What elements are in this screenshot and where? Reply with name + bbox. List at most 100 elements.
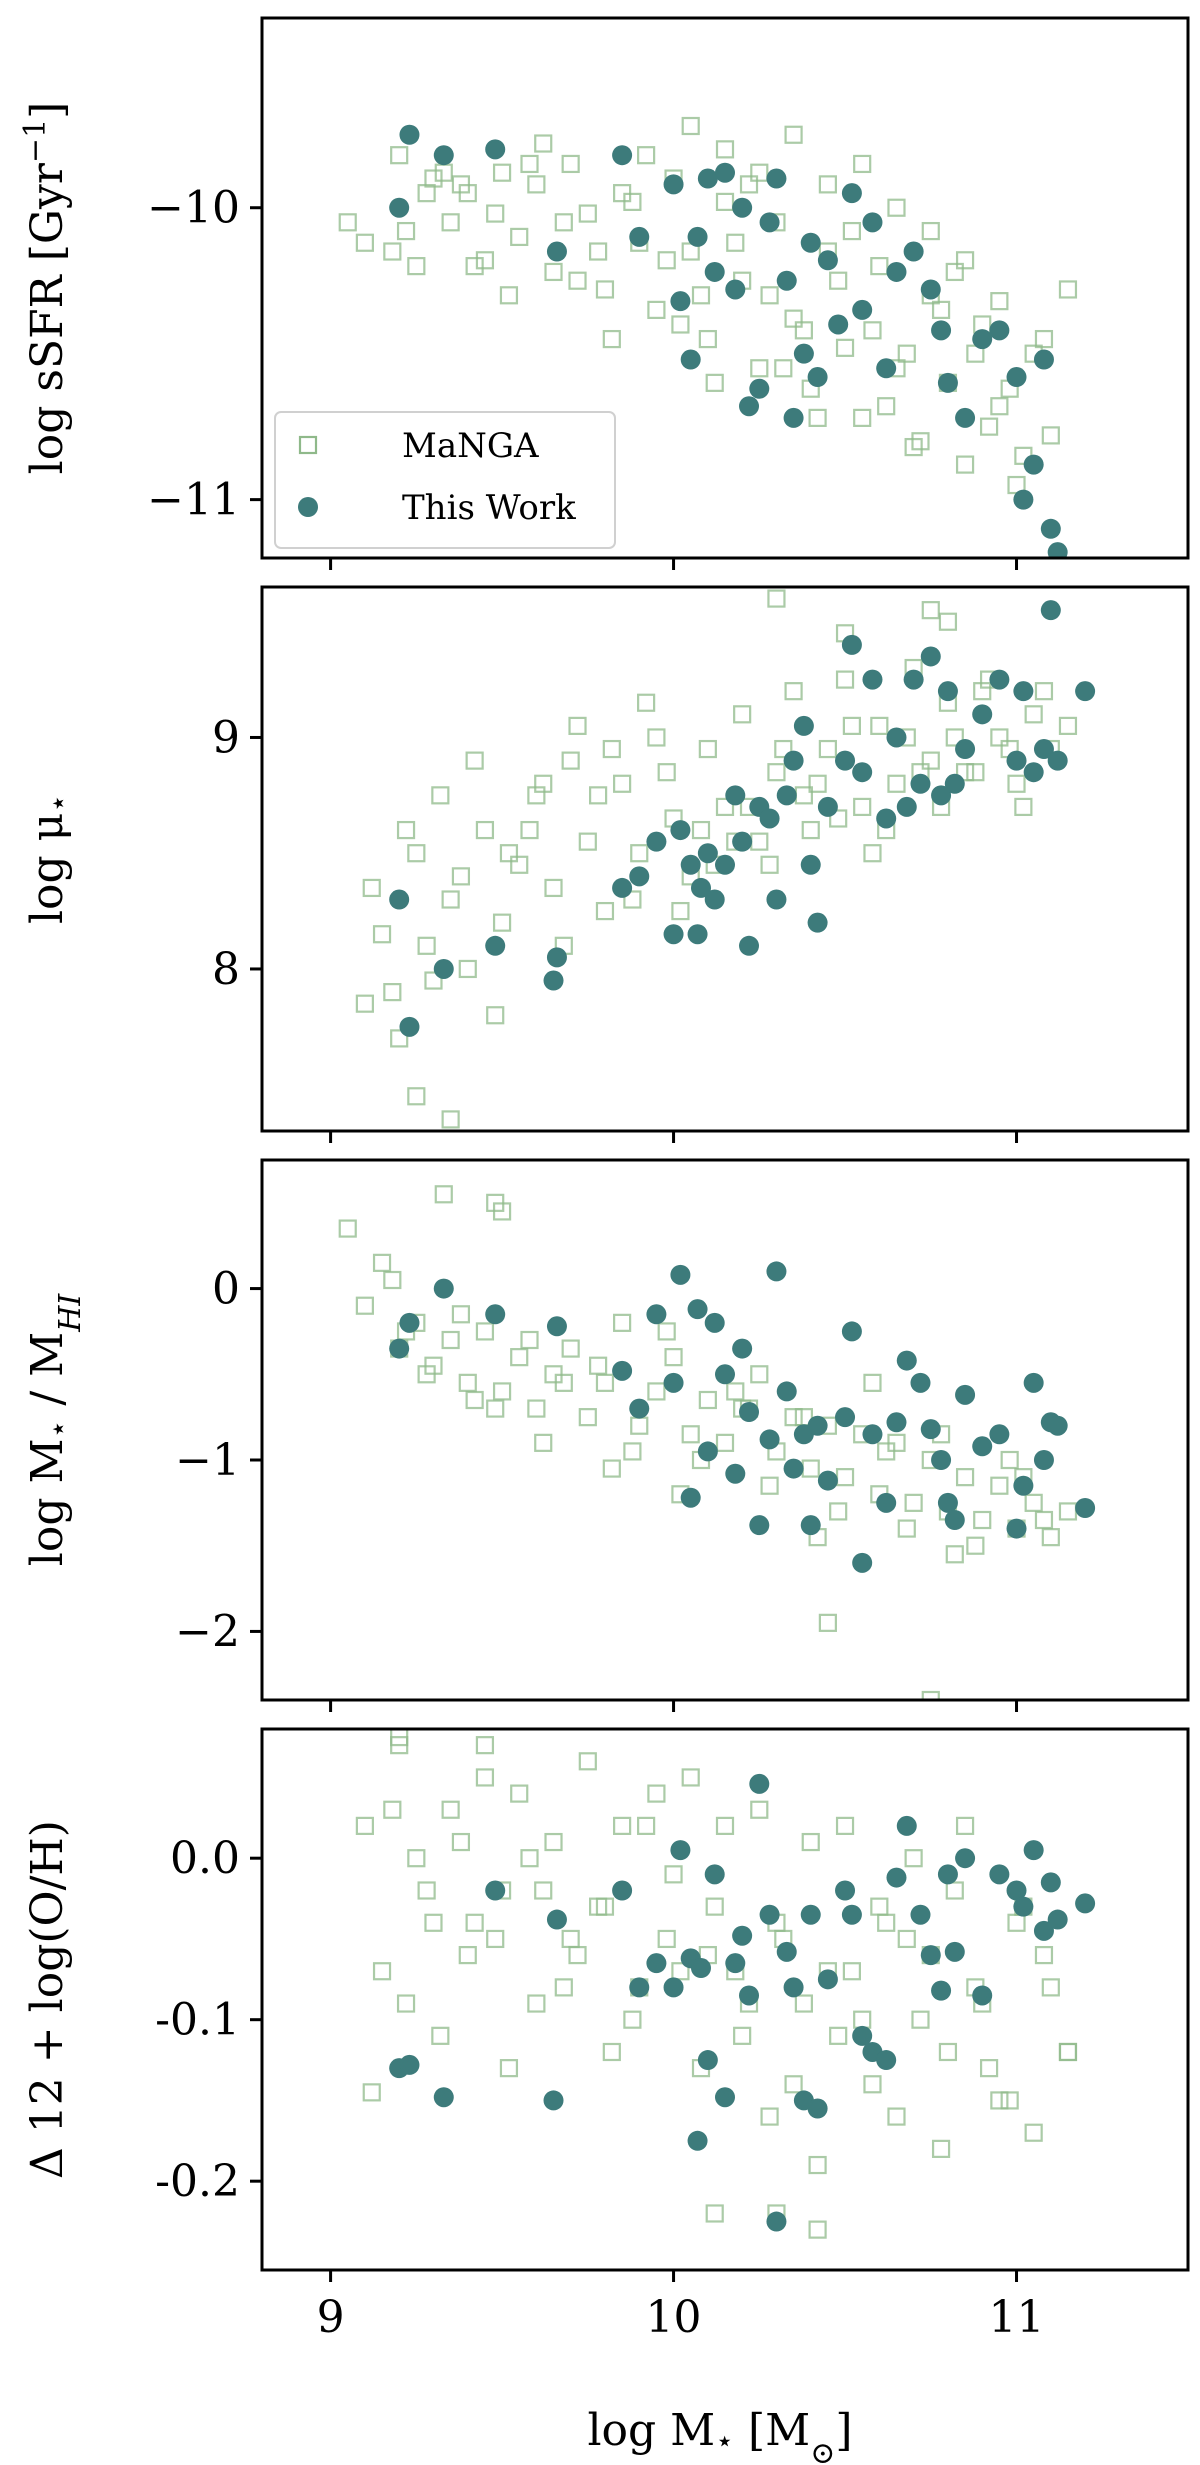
panel-oh: 0.0 -0.1 -0.2 9 10 11 Δ 12 + log(O/H)	[22, 1727, 1190, 2343]
manga-point	[407, 257, 426, 276]
manga-point	[887, 774, 906, 793]
manga-point	[1014, 797, 1033, 817]
manga-point	[715, 797, 735, 817]
this-work-point	[704, 261, 725, 282]
manga-point	[1000, 2091, 1019, 2110]
manga-point	[750, 1365, 769, 1384]
y-tick-label: -0.1	[155, 1995, 240, 2046]
this-work-point	[1033, 1450, 1054, 1470]
manga-point	[739, 175, 759, 194]
manga-point	[534, 774, 553, 793]
manga-point	[338, 1219, 357, 1238]
this-work-point	[485, 1880, 506, 1901]
this-work-point	[697, 2050, 718, 2071]
this-work-point	[903, 241, 924, 262]
manga-point	[698, 329, 717, 349]
y-tick-label: 0.0	[170, 1833, 240, 1884]
this-work-point	[876, 2050, 897, 2071]
manga-point	[835, 670, 855, 689]
this-work-point	[766, 168, 787, 189]
this-work-point	[389, 197, 410, 218]
legend-label: This Work	[402, 488, 576, 528]
manga-point	[691, 286, 711, 305]
manga-point	[475, 251, 495, 270]
manga-point	[829, 809, 848, 828]
manga-point	[499, 286, 519, 305]
this-work-point	[972, 329, 993, 350]
x-axis-label: log M⋆ [M⊙]	[587, 2405, 852, 2465]
manga-point	[904, 1493, 923, 1512]
legend-this-work-marker	[298, 497, 318, 517]
manga-point	[863, 1373, 882, 1392]
legend: MaNGA This Work	[274, 411, 616, 549]
this-work-point	[543, 970, 564, 991]
manga-point	[383, 1800, 402, 1819]
this-work-point	[1023, 1840, 1044, 1861]
manga-point	[554, 213, 573, 232]
this-work-point	[629, 226, 650, 247]
manga-point	[767, 763, 786, 782]
manga-point	[424, 971, 443, 990]
this-work-point	[663, 1977, 684, 1998]
this-work-point	[663, 1372, 684, 1393]
this-work-point	[800, 232, 821, 253]
manga-point	[767, 589, 786, 608]
manga-point	[829, 271, 848, 290]
manga-point	[715, 140, 735, 159]
manga-point	[623, 1442, 642, 1461]
manga-point	[774, 739, 793, 759]
manga-point	[417, 936, 436, 955]
this-work-point	[807, 2098, 828, 2119]
manga-point	[1024, 1493, 1043, 1512]
manga-point	[568, 271, 587, 290]
this-work-point	[759, 212, 780, 233]
this-work-point	[399, 124, 420, 145]
manga-point	[534, 1881, 553, 1900]
this-work-point	[807, 912, 828, 933]
this-work-point	[989, 1424, 1010, 1445]
manga-point	[664, 1348, 683, 1367]
manga-point	[784, 1408, 803, 1427]
this-work-point	[629, 1977, 650, 1998]
manga-point	[945, 1881, 964, 1900]
manga-point	[1058, 2042, 1078, 2062]
manga-point	[630, 844, 649, 863]
manga-point	[441, 1800, 460, 1819]
y-axis-label-mu: log μ⋆	[22, 794, 76, 924]
manga-point	[544, 1832, 563, 1852]
manga-point	[784, 309, 803, 328]
this-work-point	[704, 1312, 725, 1333]
manga-point	[630, 1416, 649, 1435]
manga-point	[383, 242, 402, 261]
this-work-point	[389, 1338, 410, 1359]
legend-manga-marker	[298, 435, 318, 455]
manga-point	[808, 2220, 827, 2239]
this-work-point	[739, 935, 760, 956]
manga-point	[966, 1536, 985, 1555]
manga-point	[784, 682, 803, 701]
y-axis-label-ssfr: log sSFR [Gyr−1]	[18, 102, 74, 475]
manga-point	[681, 1425, 700, 1444]
this-work-point	[852, 1552, 873, 1573]
manga-point	[544, 262, 563, 282]
manga-point	[475, 820, 495, 840]
panel-mhi: 0 −1 −2 log M⋆ / MHI	[22, 1158, 1190, 1712]
manga-point	[595, 1373, 615, 1392]
this-work-point	[886, 1412, 907, 1433]
manga-point	[1034, 1510, 1054, 1530]
panel-mu: 9 8 log μ⋆	[22, 585, 1190, 1143]
this-work-point	[725, 1463, 746, 1484]
this-work-point	[910, 773, 931, 794]
this-work-point	[944, 773, 965, 794]
this-work-point	[896, 796, 917, 817]
this-work-point	[485, 139, 506, 160]
manga-point	[520, 1849, 539, 1868]
this-work-point	[920, 279, 941, 300]
this-work-point	[1075, 1893, 1096, 1914]
manga-point	[554, 1373, 573, 1392]
this-work-point	[725, 279, 746, 300]
manga-point	[801, 1832, 820, 1852]
this-work-point	[546, 241, 567, 262]
y-tick-label: 0	[212, 1264, 240, 1315]
